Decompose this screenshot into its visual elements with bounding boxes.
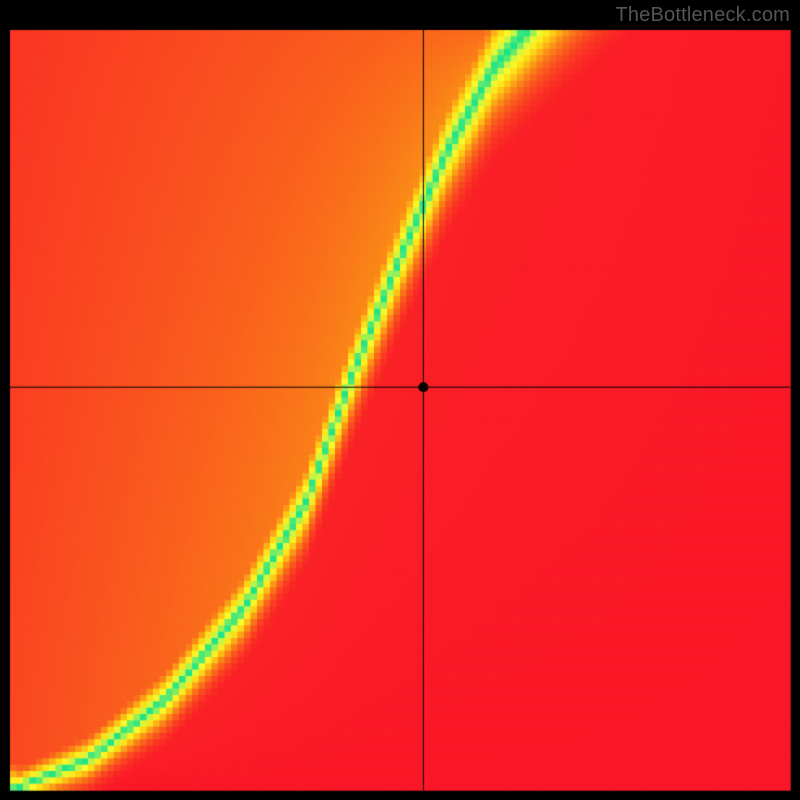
watermark-text: TheBottleneck.com: [615, 4, 790, 27]
bottleneck-heatmap-canvas: [0, 0, 800, 800]
figure-container: TheBottleneck.com: [0, 0, 800, 800]
